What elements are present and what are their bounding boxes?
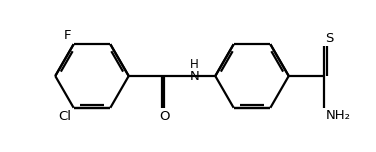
Text: H: H [190, 58, 199, 71]
Text: NH₂: NH₂ [326, 109, 350, 122]
Text: Cl: Cl [58, 110, 71, 123]
Text: N: N [190, 69, 199, 83]
Text: O: O [159, 110, 170, 123]
Text: S: S [326, 32, 334, 45]
Text: F: F [63, 29, 71, 42]
